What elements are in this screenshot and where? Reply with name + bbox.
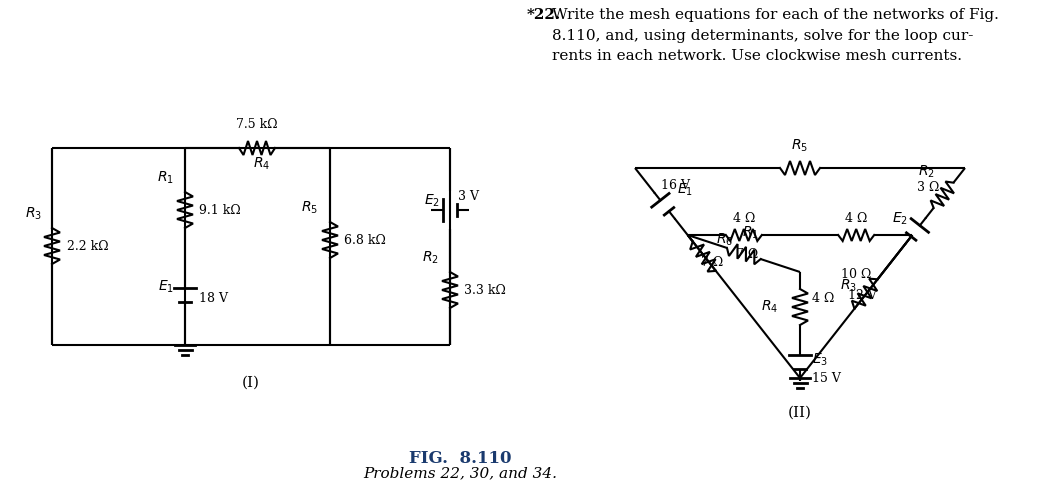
Text: 4 Ω: 4 Ω [845,212,867,225]
Text: $R_5$: $R_5$ [302,200,319,216]
Text: Problems 22, 30, and 34.: Problems 22, 30, and 34. [363,466,557,480]
Text: $R_4$: $R_4$ [761,299,778,315]
Text: $R_4$: $R_4$ [253,156,271,172]
Text: (I): (I) [242,376,260,390]
Text: $R_6$: $R_6$ [716,232,733,248]
Text: 3 Ω: 3 Ω [917,182,939,194]
Text: 10 Ω: 10 Ω [841,268,871,281]
Text: 6.8 kΩ: 6.8 kΩ [344,233,386,246]
Text: 2.2 kΩ: 2.2 kΩ [67,240,108,252]
Text: (II): (II) [788,406,812,420]
Text: *22.: *22. [527,8,561,22]
Text: 7 Ω: 7 Ω [736,247,758,261]
Text: Write the mesh equations for each of the networks of Fig.
8.110, and, using dete: Write the mesh equations for each of the… [552,8,999,63]
Text: 16 V: 16 V [661,179,690,192]
Text: 3.3 kΩ: 3.3 kΩ [464,283,506,297]
Text: $E_1$: $E_1$ [677,182,693,198]
Text: $E_2$: $E_2$ [424,193,440,209]
Text: $E_1$: $E_1$ [158,279,174,295]
Text: 4 Ω: 4 Ω [733,212,755,225]
Text: $R_1$: $R_1$ [156,169,174,186]
Text: 15 V: 15 V [812,372,841,385]
Text: 9.1 kΩ: 9.1 kΩ [199,204,240,217]
Text: 12 V: 12 V [847,289,877,302]
Text: 18 V: 18 V [199,292,228,304]
Text: 7 Ω: 7 Ω [701,256,723,268]
Text: $R_2$: $R_2$ [918,164,935,180]
Text: $E_2$: $E_2$ [892,210,908,227]
Text: $R_5$: $R_5$ [791,138,809,154]
Text: 4 Ω: 4 Ω [812,293,835,305]
Text: 3 V: 3 V [458,189,479,203]
Text: $R_1$: $R_1$ [742,225,759,241]
Text: FIG.  8.110: FIG. 8.110 [409,450,511,467]
Text: $E_3$: $E_3$ [812,352,829,368]
Text: $R_2$: $R_2$ [422,250,438,266]
Text: $R_3$: $R_3$ [25,206,43,222]
Text: $R_3$: $R_3$ [840,277,857,294]
Text: 7.5 kΩ: 7.5 kΩ [236,117,278,131]
